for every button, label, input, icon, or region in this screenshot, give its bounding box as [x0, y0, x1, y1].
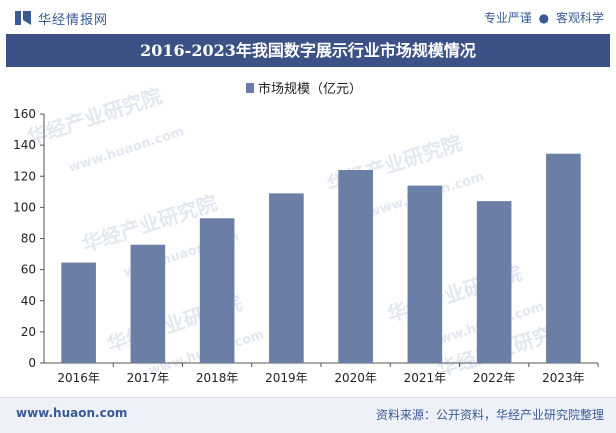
y-tick-label: 80	[21, 232, 36, 246]
y-tick-label: 0	[28, 356, 36, 370]
y-tick-label: 120	[13, 169, 36, 183]
y-tick-label: 140	[13, 138, 36, 152]
x-tick-label: 2021年	[404, 371, 447, 385]
huajing-logo-icon	[15, 11, 31, 25]
bar-2019年	[269, 193, 304, 363]
x-tick-label: 2016年	[57, 371, 100, 385]
bar-2017年	[130, 244, 166, 363]
x-tick-label: 2022年	[473, 371, 516, 385]
slogan-dot-icon: ●	[538, 11, 550, 25]
header-bar: 华经情报网 专业严谨 ● 客观科学	[0, 0, 616, 34]
slogan: 专业严谨 ● 客观科学	[484, 9, 604, 26]
x-tick-label: 2020年	[334, 371, 377, 385]
y-tick-label: 60	[21, 263, 36, 277]
y-tick-label: 40	[21, 294, 36, 308]
bar-2023年	[546, 153, 581, 363]
bar-2016年	[61, 262, 96, 363]
legend-label: 市场规模（亿元）	[258, 81, 362, 97]
x-tick-label: 2019年	[265, 371, 308, 385]
footer-url[interactable]: www.huaon.com	[16, 406, 128, 420]
legend-swatch	[246, 83, 254, 93]
logo-text: 华经情报网	[38, 13, 109, 28]
x-tick-label: 2018年	[196, 371, 239, 385]
y-tick-label: 20	[21, 325, 36, 339]
slogan-right: 客观科学	[555, 11, 604, 25]
y-tick-label: 160	[13, 107, 36, 121]
bar-2021年	[407, 185, 443, 363]
chart-title: 2016-2023年我国数字展示行业市场规模情况	[6, 34, 610, 67]
bar-2020年	[338, 170, 373, 363]
x-tick-label: 2017年	[127, 371, 170, 385]
bar-2022年	[476, 201, 512, 363]
footer: www.huaon.com 资料来源：公开资料，华经产业研究院整理	[0, 397, 616, 433]
x-tick-label: 2023年	[542, 371, 585, 385]
source-note: 资料来源：公开资料，华经产业研究院整理	[375, 408, 604, 422]
bar-2018年	[199, 218, 235, 363]
slogan-left: 专业严谨	[483, 11, 532, 25]
bar-chart: 华经产业研究院www.huaon.com华经产业研究院www.huaon.com…	[13, 81, 599, 385]
y-tick-label: 100	[13, 200, 36, 214]
